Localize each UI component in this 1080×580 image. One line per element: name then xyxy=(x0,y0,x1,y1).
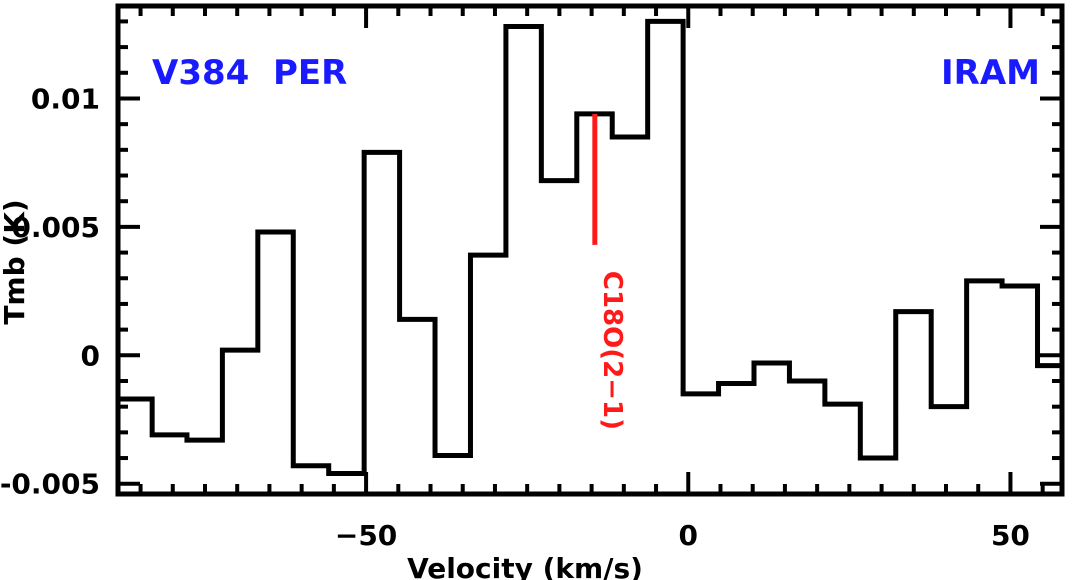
y-axis-title: Tmb (K) xyxy=(0,199,31,324)
y-tick-label: 0.005 xyxy=(11,211,100,244)
line-marker-label: C18O(2−1) xyxy=(597,271,627,430)
telescope-label: IRAM xyxy=(941,53,1040,93)
axis-tick-labels: −50 0 50 -0.005 0 0.005 0.01 xyxy=(0,82,1030,552)
x-tick-label: 50 xyxy=(991,519,1030,552)
axis-ticks xyxy=(118,6,1062,494)
y-tick-label: 0.01 xyxy=(31,82,100,115)
y-tick-label: 0 xyxy=(81,339,100,372)
source-label: V384 PER xyxy=(152,53,347,93)
x-tick-label: 0 xyxy=(679,519,698,552)
x-tick-label: −50 xyxy=(335,519,397,552)
x-axis-title: Velocity (km/s) xyxy=(407,552,643,580)
y-tick-label: -0.005 xyxy=(0,468,100,501)
